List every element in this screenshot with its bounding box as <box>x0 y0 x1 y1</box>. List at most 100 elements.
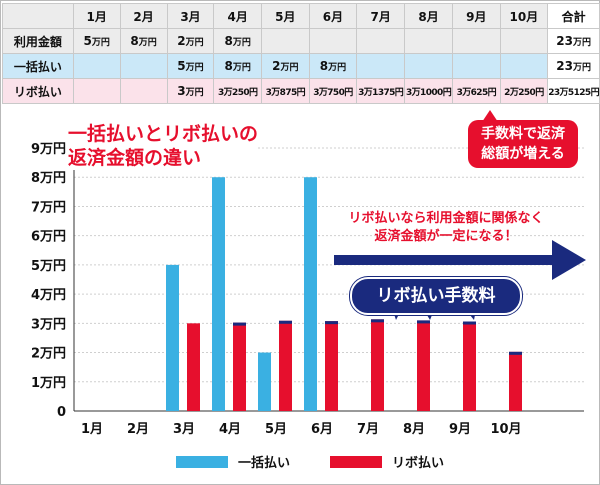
table-cell-value: 8 <box>224 34 233 48</box>
table-cell-value: 23 <box>556 34 573 48</box>
table-cell: 8万円 <box>119 28 168 54</box>
table-cell <box>119 53 168 79</box>
table-header-row: 1月 2月 3月 4月 5月 6月 7月 8月 9月 10月 合計 <box>2 3 600 29</box>
table-row-label: 一括払い <box>2 53 74 79</box>
x-tick-label: 1月 <box>81 422 103 437</box>
table-cell: 8万円 <box>213 28 263 54</box>
table-cell-unit: 万円 <box>185 63 204 73</box>
table-cell-unit: 万円 <box>280 63 299 73</box>
x-tick-label: 6月 <box>311 422 333 437</box>
bar-revo <box>463 321 476 411</box>
table-header-cell: 1月 <box>72 3 121 29</box>
bar-revo <box>187 323 200 411</box>
table-row-label: 利用金額 <box>2 28 74 54</box>
table-header-cell: 合計 <box>547 3 600 29</box>
table-cell-value: 8 <box>130 34 139 48</box>
table-cell-unit: 万円 <box>232 63 251 73</box>
bar-lump <box>258 352 271 411</box>
table-header-cell: 8月 <box>404 3 453 29</box>
bar-revo-fee <box>279 320 292 324</box>
y-tick-label: 1万円 <box>31 376 66 391</box>
table-cell: 5万円 <box>72 28 121 54</box>
table-cell <box>119 78 168 104</box>
table-cell-unit: 万円 <box>185 38 204 48</box>
bar-lump <box>304 177 317 411</box>
table-cell-unit: 万円 <box>328 63 347 73</box>
x-tick-label: 2月 <box>127 422 149 437</box>
table-header-cell: 9月 <box>452 3 501 29</box>
y-tick-label: 6万円 <box>31 230 66 245</box>
bar-revo-fee <box>371 319 384 323</box>
chart-title: 一括払いとリボ払いの 返済金額の違い <box>68 122 259 170</box>
revo-note-line2: 返済金額が一定になる！ <box>374 229 518 244</box>
trend-arrow-head <box>552 240 586 280</box>
revo-note-line1: リボ払いなら利用金額に関係なく <box>348 211 544 226</box>
fee-callout-line1: 手数料で返済 <box>481 126 565 142</box>
bar-revo <box>371 319 384 411</box>
table-cell <box>499 28 549 54</box>
table-cell: 2万円 <box>261 53 310 79</box>
bar-revo <box>325 321 338 411</box>
table-cell-value: 2 <box>177 34 186 48</box>
legend-label-revo: リボ払い <box>392 456 445 471</box>
table-cell-value: 2 <box>272 59 281 73</box>
y-tick-label: 4万円 <box>31 288 66 303</box>
table-header-cell: 3月 <box>166 3 215 29</box>
table-cell: 8万円 <box>308 53 358 79</box>
table-cell-unit: 万円 <box>138 38 157 48</box>
table-cell: 3万1375円 <box>356 78 406 104</box>
trend-arrow-shaft <box>334 255 554 265</box>
bar-revo <box>509 351 522 411</box>
table-cell-value: 8 <box>319 59 329 73</box>
table-header-cell: 2月 <box>119 3 168 29</box>
chart-title-line1: 一括払いとリボ払いの <box>68 123 259 145</box>
chart-title-line2: 返済金額の違い <box>68 147 202 169</box>
table-cell <box>356 28 406 54</box>
y-tick-label: 9万円 <box>31 142 66 157</box>
table-header-cell: 4月 <box>213 3 263 29</box>
y-tick-label: 0 <box>57 405 66 420</box>
table-cell: 3万625円 <box>452 78 501 104</box>
table-cell <box>404 53 453 79</box>
table-row-label: リボ払い <box>2 78 74 104</box>
table-header-cell: 7月 <box>356 3 406 29</box>
table-row: 一括払い 5万円 8万円 2万円 8万円 23万円 <box>2 53 600 79</box>
table-cell: 23万円 <box>547 28 600 54</box>
legend-swatch-lump <box>176 456 228 468</box>
x-tick-label: 5月 <box>265 422 287 437</box>
bar-revo-fee <box>233 322 246 326</box>
x-tick-label: 4月 <box>219 422 241 437</box>
y-tick-label: 5万円 <box>31 259 66 274</box>
table-header-cell: 6月 <box>308 3 358 29</box>
table-cell <box>308 28 358 54</box>
table-row: リボ払い 3万円 3万250円 3万875円 3万750円 3万1375円 3万1000円 3… <box>2 78 600 104</box>
revo-note: リボ払いなら利用金額に関係なく 返済金額が一定になる！ <box>332 210 560 246</box>
table-cell <box>72 78 121 104</box>
table-cell <box>452 53 501 79</box>
table-cell: 3万1000円 <box>404 78 453 104</box>
table-cell-value: 23 <box>556 59 573 73</box>
y-tick-label: 7万円 <box>31 200 66 215</box>
table-cell: 8万円 <box>213 53 263 79</box>
table-cell-value: 8 <box>224 59 233 73</box>
table-cell-value: 3 <box>177 84 186 98</box>
table-cell-unit: 万円 <box>572 38 591 48</box>
table-cell: 2万円 <box>166 28 215 54</box>
table-cell <box>499 53 549 79</box>
table-cell <box>404 28 453 54</box>
y-tick-label: 3万円 <box>31 317 66 332</box>
table-cell: 23万5125円 <box>547 78 600 104</box>
y-tick-label: 8万円 <box>31 171 66 186</box>
legend-swatch-revo <box>330 456 382 468</box>
table-cell-unit: 万円 <box>572 63 591 73</box>
table-cell: 2万250円 <box>499 78 549 104</box>
bar-lump <box>212 177 225 411</box>
legend-label-lump: 一括払い <box>238 456 291 471</box>
payment-chart: 0 1万円 2万円 3万円 4万円 5万円 6万円 7万円 8万円 9万円 1月 2月 3月 4月 5月 6月… <box>31 140 586 437</box>
summary-table: 1月 2月 3月 4月 5月 6月 7月 8月 9月 10月 合計 利用金額 5万円 8万円 2万円 8万円 2… <box>2 3 600 104</box>
table-cell <box>261 28 310 54</box>
table-cell: 3万250円 <box>213 78 263 104</box>
bar-lump <box>166 264 179 411</box>
table-cell: 3万750円 <box>308 78 358 104</box>
bar-revo-fee <box>417 320 430 324</box>
